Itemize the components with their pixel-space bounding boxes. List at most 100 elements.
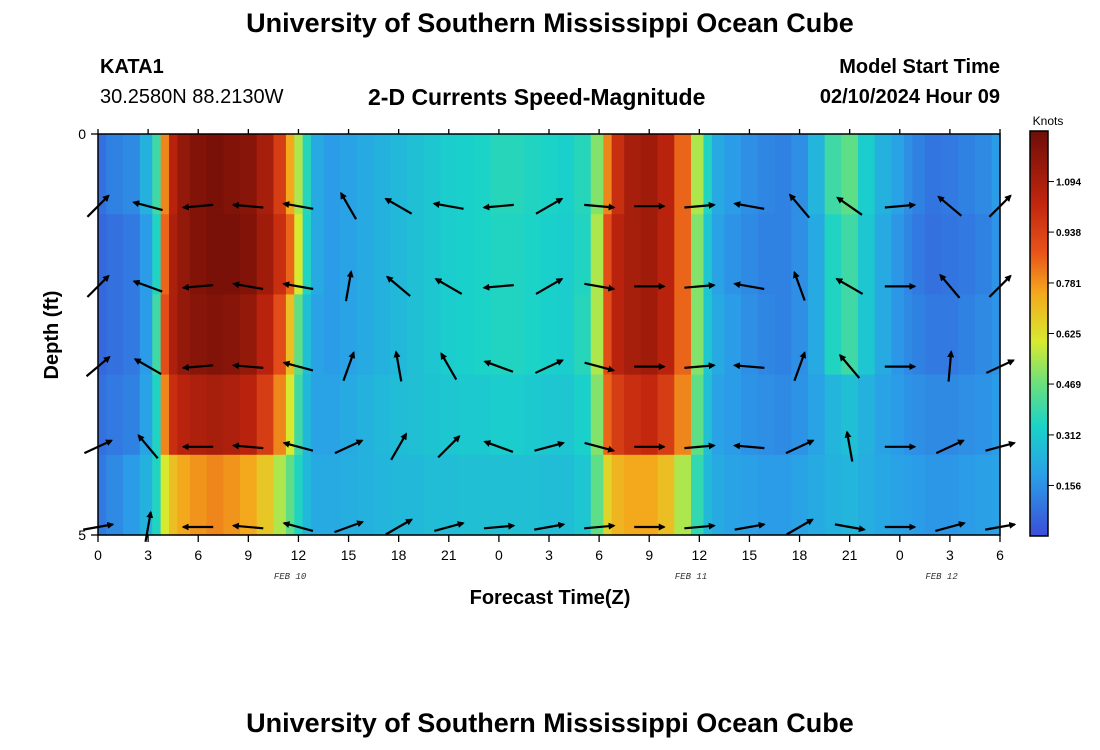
heatmap-cell	[440, 454, 458, 536]
heatmap-cell	[974, 294, 993, 376]
heatmap-cell	[285, 294, 295, 376]
current-vector-arrow	[684, 442, 716, 450]
heatmap-cell	[356, 294, 375, 376]
current-vector-arrow	[482, 203, 514, 211]
heatmap-cell	[574, 134, 592, 215]
heatmap-cell	[958, 214, 976, 295]
heatmap-cell	[924, 214, 943, 295]
heatmap-cell	[891, 294, 905, 376]
heatmap-cell	[674, 294, 692, 376]
heatmap-cell	[98, 214, 107, 295]
heatmap-cell	[273, 214, 287, 295]
current-vector-arrow	[434, 277, 463, 295]
heatmap-cell	[941, 374, 959, 456]
heatmap-cell	[574, 374, 592, 456]
heatmap-cell	[958, 454, 976, 536]
current-vector-arrow	[684, 201, 716, 209]
heatmap-cell	[407, 454, 425, 536]
current-vector-arrow	[835, 277, 864, 295]
heatmap-cell	[168, 214, 178, 295]
heatmap-cell	[206, 134, 224, 215]
heatmap-cell	[223, 374, 241, 456]
heatmap-cell	[974, 134, 993, 215]
heatmap-cell	[356, 134, 375, 215]
heatmap-cell	[294, 454, 304, 536]
station-coordinates: 30.2580N 88.2130W	[100, 86, 284, 108]
heatmap-cell	[440, 374, 458, 456]
heatmap-cell	[323, 134, 341, 215]
heatmap-cell	[640, 294, 659, 376]
heatmap-cell	[540, 294, 558, 376]
heatmap-cell	[590, 214, 604, 295]
current-vector-arrow	[793, 270, 806, 301]
heatmap-cell	[858, 214, 876, 295]
heatmap-cell	[974, 214, 993, 295]
heatmap-cell	[390, 134, 408, 215]
colorbar-unit-label: Knots	[1033, 114, 1064, 128]
heatmap-cell	[160, 214, 170, 295]
heatmap-cell	[239, 454, 258, 536]
heatmap-cell	[239, 214, 258, 295]
heatmap-cell	[958, 294, 976, 376]
heatmap-cell	[177, 294, 191, 376]
heatmap-cell	[590, 134, 604, 215]
heatmap-cell	[373, 134, 391, 215]
heatmap-cell	[302, 134, 312, 215]
date-label: FEB 10	[274, 572, 307, 582]
heatmap-cell	[574, 294, 592, 376]
current-vector-arrow	[282, 201, 314, 210]
heatmap-cell	[757, 294, 776, 376]
heatmap-cell	[841, 294, 859, 376]
heatmap-cell	[177, 374, 191, 456]
heatmap-cell	[974, 454, 993, 536]
heatmap-cell	[912, 374, 926, 456]
heatmap-cell	[874, 214, 893, 295]
heatmap-cell	[741, 134, 759, 215]
heatmap-cell	[903, 134, 913, 215]
heatmap-cell	[206, 214, 224, 295]
heatmap-cell	[206, 454, 224, 536]
heatmap-cell	[239, 294, 258, 376]
current-vector-arrow	[137, 434, 159, 459]
heatmap-cell	[640, 454, 659, 536]
heatmap-cell	[824, 214, 842, 295]
current-vector-arrow	[432, 201, 464, 210]
heatmap-cell	[724, 294, 742, 376]
heatmap-cell	[177, 454, 191, 536]
current-vector-arrow	[839, 353, 861, 379]
heatmap-cell	[523, 134, 542, 215]
heatmap-cell	[106, 134, 124, 215]
current-vector-arrow	[340, 191, 358, 220]
heatmap-cell	[356, 214, 375, 295]
x-tick-label: 21	[441, 547, 457, 563]
heatmap-cell	[807, 454, 826, 536]
heatmap-cell	[507, 134, 525, 215]
heatmap-cell	[106, 214, 124, 295]
heatmap-cell	[239, 374, 258, 456]
current-vector-arrow	[734, 521, 766, 531]
current-vector-arrow	[144, 510, 154, 542]
heatmap-cell	[807, 294, 826, 376]
heatmap-cell	[540, 374, 558, 456]
heatmap-cell	[490, 454, 508, 536]
colorbar: Knots 0.156 0.312 0.469 0.625 0.781 0.938 1.09…	[1029, 114, 1081, 537]
heatmap-cell	[807, 374, 826, 456]
heatmap-cell	[791, 454, 809, 536]
heatmap-cell	[703, 374, 713, 456]
heatmap-cell	[624, 374, 642, 456]
current-vector-arrow	[344, 270, 354, 302]
model-start-time: 02/10/2024 Hour 09	[819, 86, 1000, 108]
current-vector-arrow	[482, 283, 514, 291]
heatmap-cell	[611, 134, 625, 215]
heatmap-cell	[206, 294, 224, 376]
heatmap-cell	[924, 134, 943, 215]
current-vector-arrow	[132, 200, 163, 212]
heatmap-cell	[373, 294, 391, 376]
current-vectors	[83, 191, 1017, 542]
current-vector-arrow	[684, 282, 716, 290]
heatmap-cell	[139, 134, 153, 215]
heatmap-cell	[423, 294, 442, 376]
x-tick-label: 15	[742, 547, 758, 563]
heatmap-cell	[139, 214, 153, 295]
